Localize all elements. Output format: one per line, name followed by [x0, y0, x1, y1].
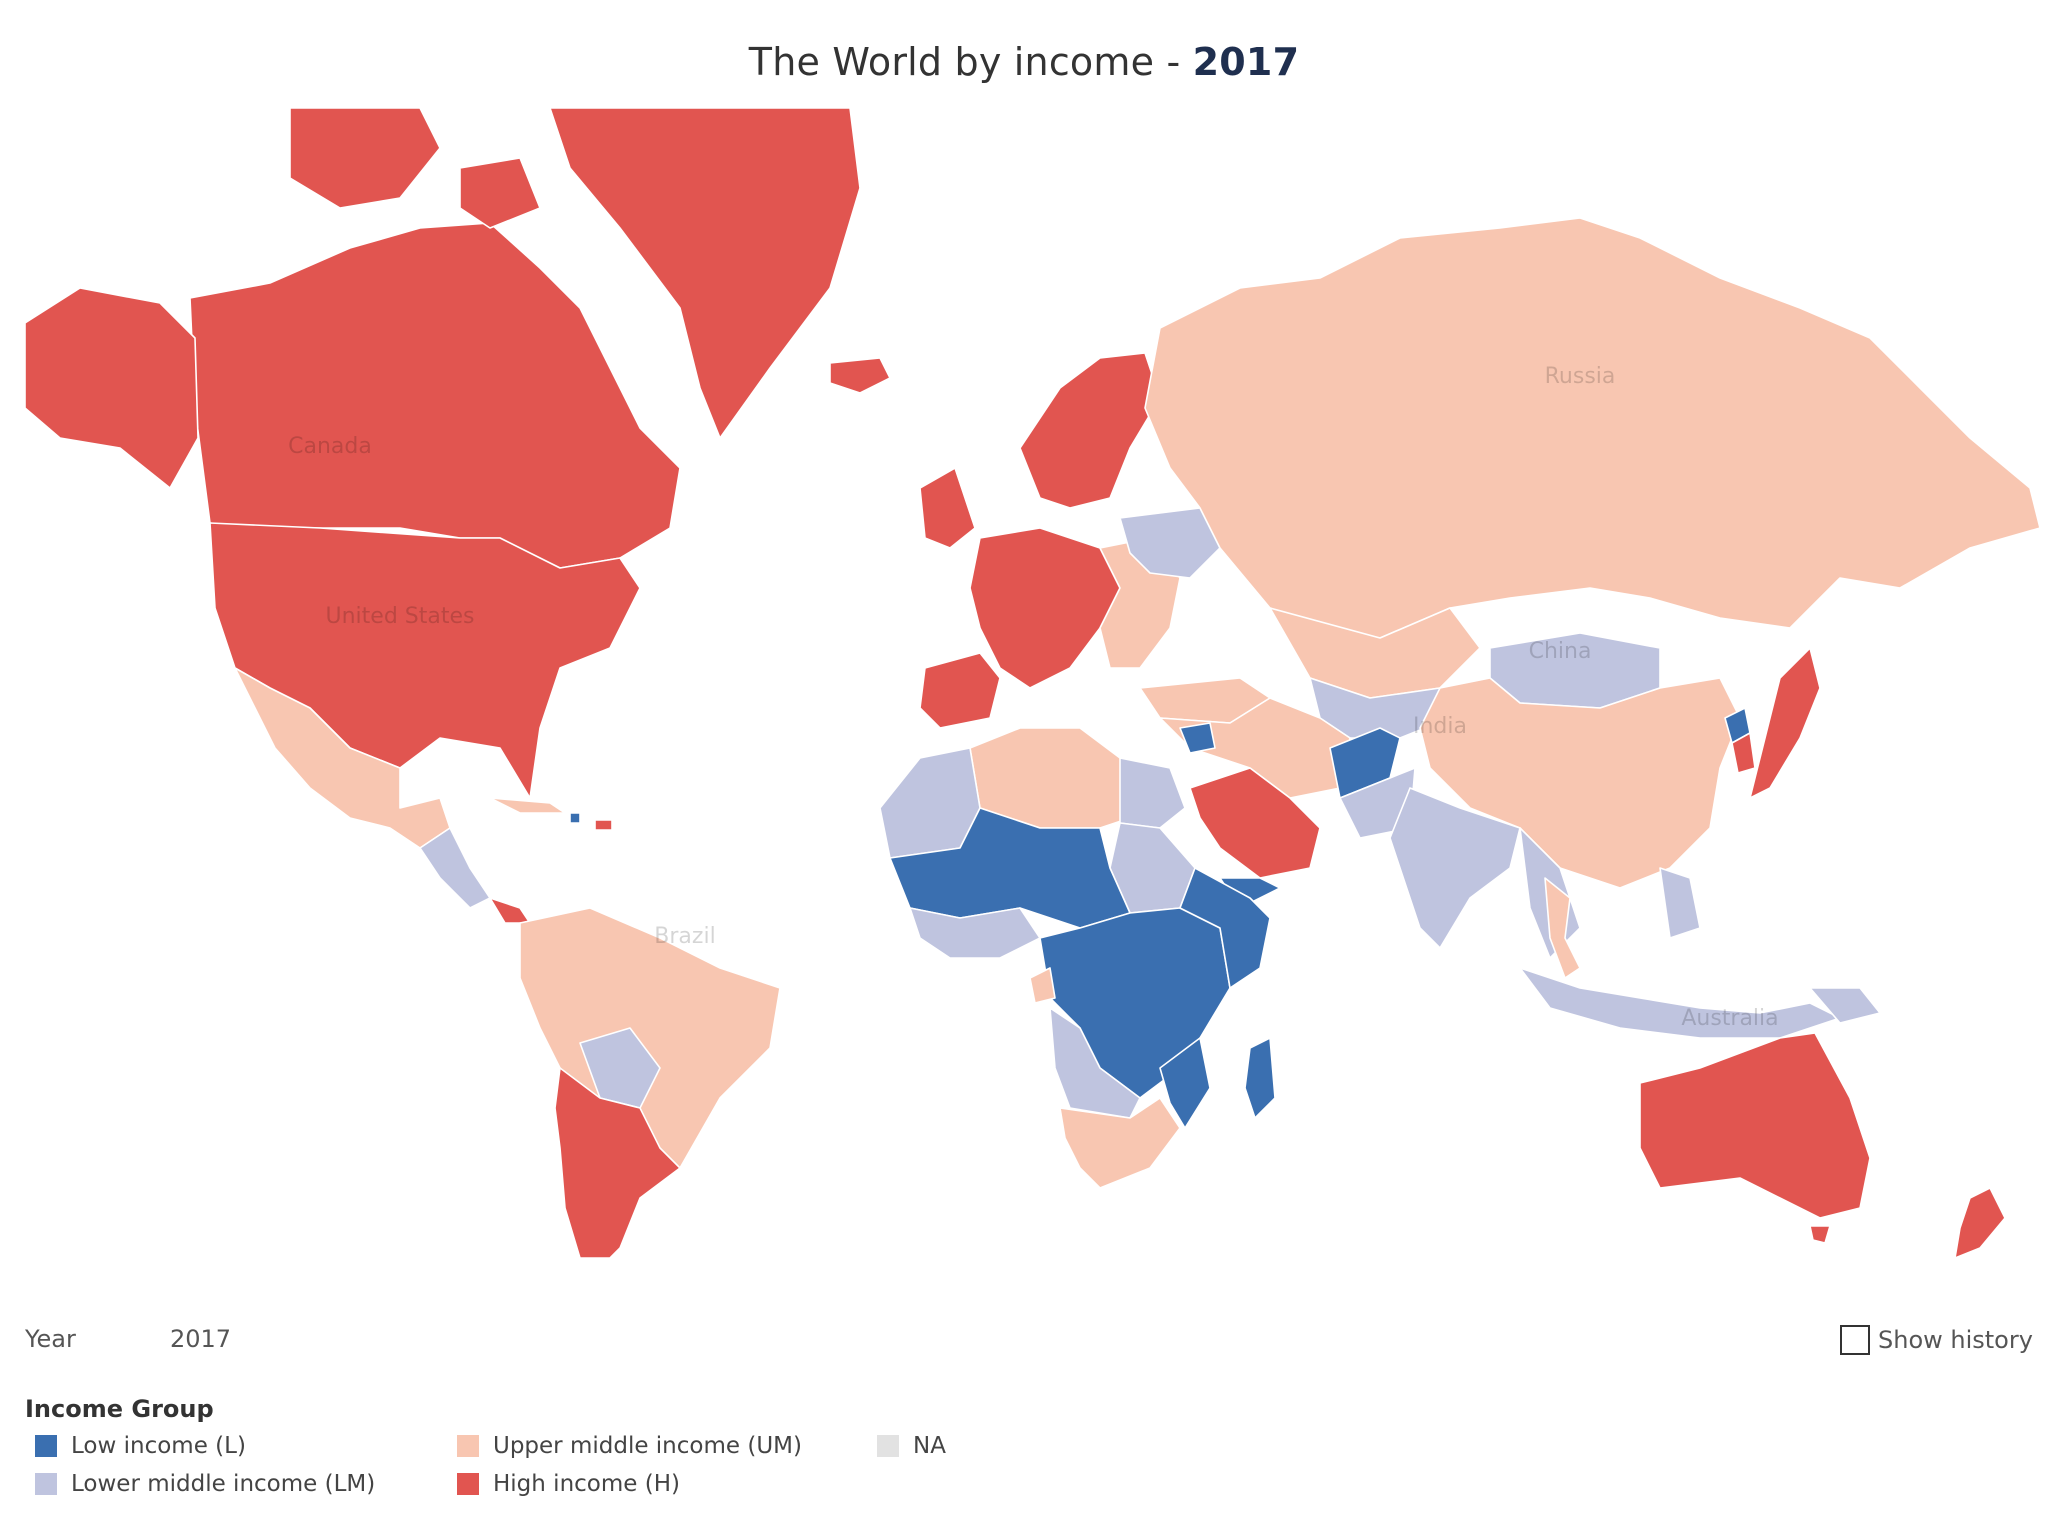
country-syria[interactable]: [1179, 722, 1216, 754]
legend-title: Income Group: [25, 1395, 214, 1423]
country-thailand-malaysia[interactable]: [1544, 877, 1581, 979]
country-indonesia[interactable]: [1519, 967, 1841, 1039]
label-russia: Russia: [1545, 364, 1616, 389]
country-new-zealand[interactable]: [1954, 1187, 2006, 1258]
legend-item-upper-middle[interactable]: Upper middle income (UM): [447, 1433, 867, 1459]
world-map-svg[interactable]: Canada United States Russia China India …: [20, 108, 2048, 1258]
legend-swatch-low: [35, 1435, 57, 1457]
country-philippines[interactable]: [1659, 867, 1701, 939]
legend-item-low[interactable]: Low income (L): [25, 1433, 447, 1459]
country-angola-zambia[interactable]: [1049, 1007, 1141, 1119]
label-canada: Canada: [288, 434, 372, 459]
country-west-africa-lm[interactable]: [909, 907, 1041, 959]
show-history-checkbox[interactable]: [1840, 1325, 1870, 1355]
title-prefix: The World by income -: [748, 40, 1193, 84]
country-haiti[interactable]: [569, 812, 581, 824]
country-canada[interactable]: [189, 222, 681, 569]
country-saudi-arabia-gulf[interactable]: [1189, 767, 1321, 879]
country-scandinavia[interactable]: [1019, 352, 1161, 509]
legend-label-lower-middle: Lower middle income (LM): [71, 1471, 376, 1497]
country-bolivia[interactable]: [579, 1027, 661, 1109]
legend-items: Low income (L) Upper middle income (UM) …: [25, 1433, 1167, 1497]
country-mozambique[interactable]: [1159, 1037, 1211, 1129]
country-iberia[interactable]: [919, 652, 1001, 729]
label-india: India: [1413, 714, 1467, 739]
country-iceland[interactable]: [829, 357, 891, 394]
country-greenland[interactable]: [549, 108, 861, 439]
show-history-label: Show history: [1878, 1326, 2033, 1354]
legend-swatch-upper-middle: [457, 1435, 479, 1457]
country-egypt[interactable]: [1119, 757, 1186, 829]
country-gabon[interactable]: [1029, 967, 1056, 1004]
country-western-europe[interactable]: [969, 527, 1121, 689]
country-russia[interactable]: [1144, 217, 2041, 639]
country-australia[interactable]: [1639, 1032, 1871, 1219]
country-panama[interactable]: [489, 897, 531, 924]
country-japan[interactable]: [1749, 647, 1821, 799]
country-china[interactable]: [1419, 677, 1741, 889]
country-tasmania[interactable]: [1809, 1225, 1831, 1244]
country-chile-argentina[interactable]: [554, 1067, 681, 1258]
legend-item-high[interactable]: High income (H): [447, 1471, 867, 1497]
year-filter: Year 2017: [25, 1325, 231, 1353]
year-value[interactable]: 2017: [170, 1325, 232, 1353]
country-uk-ireland[interactable]: [919, 467, 976, 549]
country-south-korea[interactable]: [1731, 732, 1756, 774]
legend-label-low: Low income (L): [71, 1433, 246, 1459]
country-southern-africa[interactable]: [1059, 1097, 1181, 1189]
legend-label-na: NA: [913, 1433, 946, 1459]
income-legend: Income Group Low income (L) Upper middle…: [25, 1395, 1167, 1497]
country-png[interactable]: [1809, 987, 1881, 1024]
chart-title: The World by income - 2017: [0, 40, 2048, 84]
country-cuba[interactable]: [489, 797, 566, 814]
world-map[interactable]: Canada United States Russia China India …: [20, 108, 2048, 1258]
show-history-toggle[interactable]: Show history: [1840, 1325, 2033, 1355]
legend-label-high: High income (H): [493, 1471, 680, 1497]
title-year: 2017: [1192, 40, 1300, 84]
legend-swatch-lower-middle: [35, 1473, 57, 1495]
legend-swatch-high: [457, 1473, 479, 1495]
legend-item-na[interactable]: NA: [867, 1433, 1167, 1459]
country-madagascar[interactable]: [1244, 1037, 1276, 1119]
label-australia: Australia: [1681, 1006, 1778, 1031]
label-united-states: United States: [326, 604, 475, 629]
legend-label-upper-middle: Upper middle income (UM): [493, 1433, 802, 1459]
legend-swatch-na: [877, 1435, 899, 1457]
label-brazil: Brazil: [654, 924, 715, 949]
year-label: Year: [25, 1325, 76, 1353]
country-horn-of-africa[interactable]: [1179, 867, 1271, 989]
country-arctic-islands[interactable]: [289, 108, 541, 229]
country-alaska[interactable]: [24, 287, 199, 489]
legend-item-lower-middle[interactable]: Lower middle income (LM): [25, 1471, 447, 1497]
country-india[interactable]: [1389, 787, 1521, 949]
country-puerto-rico[interactable]: [594, 819, 613, 831]
label-china: China: [1529, 639, 1592, 664]
